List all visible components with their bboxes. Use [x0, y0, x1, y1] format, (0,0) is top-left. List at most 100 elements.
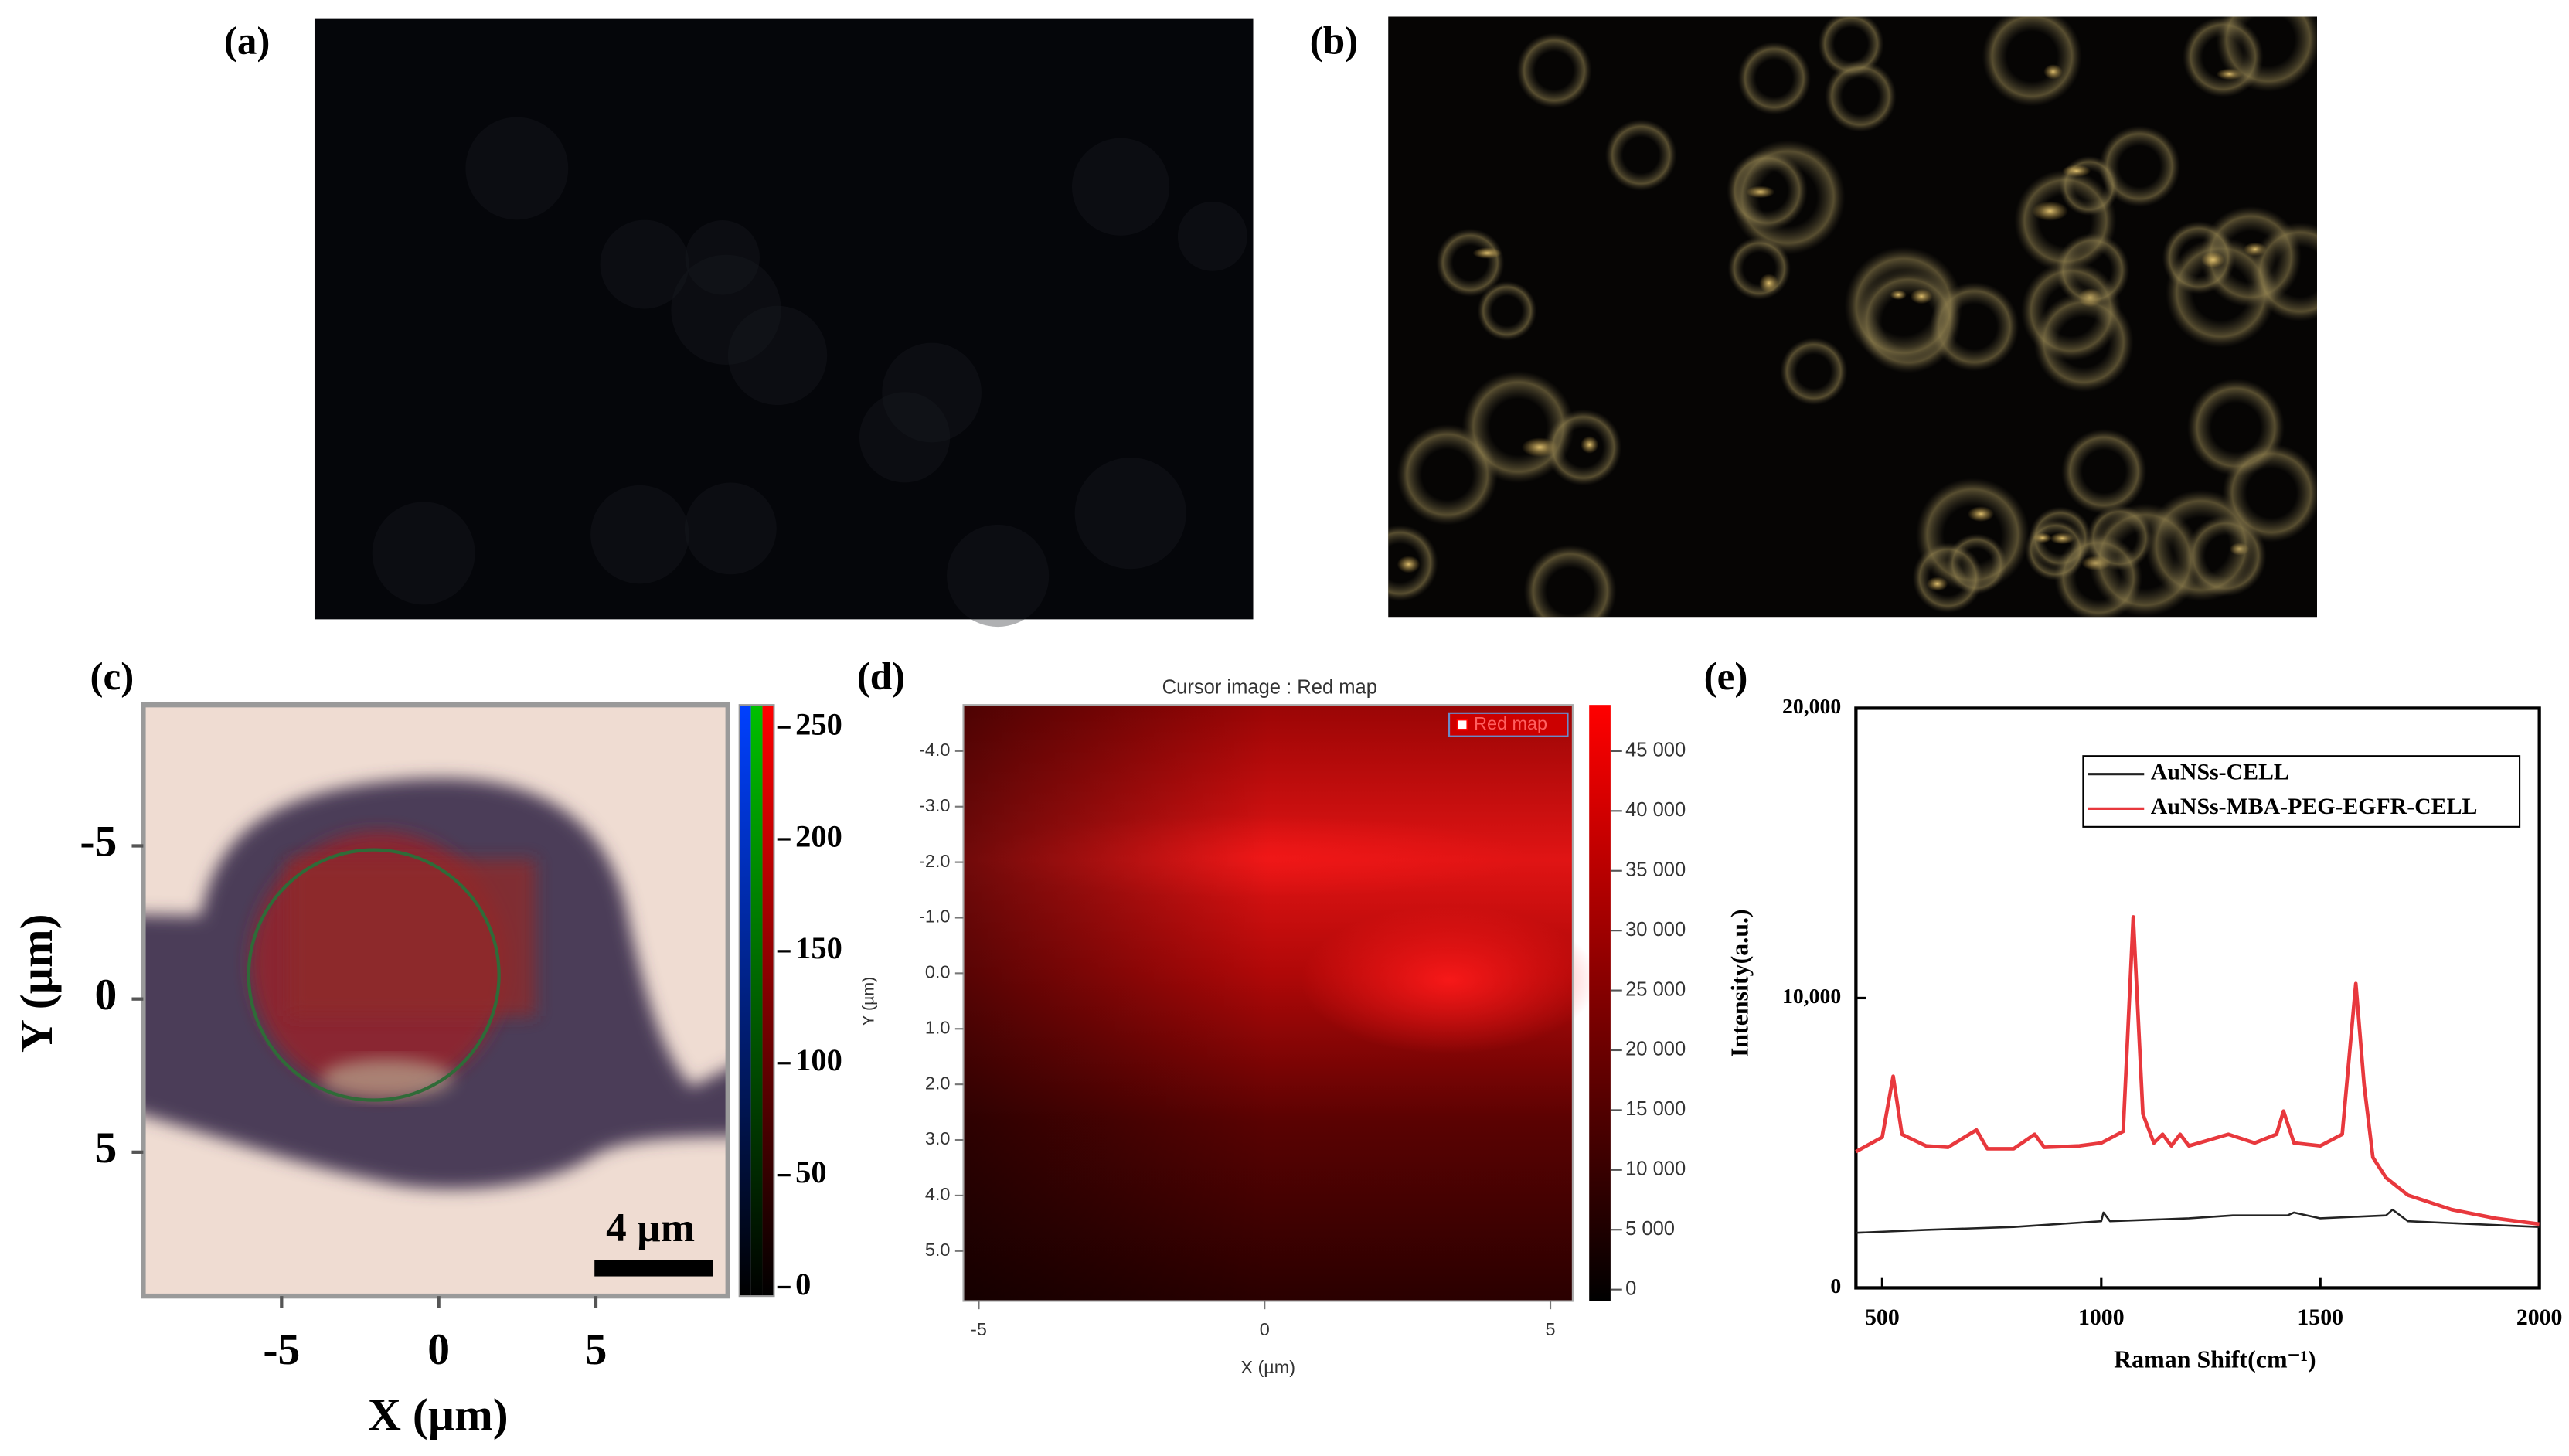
- cell: [2162, 221, 2236, 294]
- plot-frame: [962, 704, 1574, 1302]
- y-axis-label: Y (µm): [11, 913, 62, 1053]
- scale-bar-label: 4 µm: [606, 1205, 695, 1250]
- x-tick-label: 0: [427, 1325, 450, 1374]
- x-tick-label: -5: [971, 1319, 987, 1339]
- series-line: [1855, 915, 2540, 1226]
- faint-cell: [600, 219, 689, 309]
- cell: [2216, 16, 2317, 92]
- cell: [2222, 444, 2317, 543]
- cell: [1604, 119, 1677, 192]
- cell: [2250, 222, 2317, 322]
- x-tick-label: 1500: [2297, 1305, 2343, 1330]
- y-tick-label: -5: [80, 818, 117, 866]
- bright-spot: [1890, 290, 1907, 300]
- cell: [1516, 32, 1592, 109]
- cell: [1737, 41, 1812, 115]
- faint-cell: [590, 485, 689, 584]
- faint-cell: [1177, 201, 1247, 271]
- cell: [1780, 338, 1848, 406]
- y-tick-label: 1.0: [925, 1017, 951, 1037]
- y-tick-label: 10,000: [1782, 984, 1841, 1008]
- y-tick-label: 0: [95, 971, 117, 1019]
- optical-image: [143, 705, 728, 1297]
- colorbar-tick-label: 200: [795, 818, 842, 853]
- colorbar-green: [750, 705, 763, 1297]
- colorbar-tick-label: 40 000: [1625, 799, 1686, 821]
- highlight: [321, 1059, 453, 1099]
- colorbar-blue: [739, 705, 751, 1297]
- y-tick-label: -4.0: [919, 740, 950, 760]
- cell: [1982, 16, 2082, 107]
- cell: [1912, 542, 1983, 614]
- panel-label: (a): [224, 19, 271, 63]
- dark-field-image-a: [314, 18, 1254, 620]
- cell: [2088, 503, 2202, 617]
- panel-label: (d): [857, 655, 905, 699]
- colorbar-tick-label: 50: [795, 1155, 826, 1189]
- legend-label: AuNSs-MBA-PEG-EGFR-CELL: [2151, 794, 2478, 819]
- cell: [1727, 236, 1791, 300]
- selection-circle: [247, 848, 501, 1102]
- bright-spot: [1926, 577, 1948, 591]
- colorbar-d: [1589, 705, 1611, 1301]
- legend-label: AuNSs-CELL: [2151, 760, 2289, 785]
- x-tick-label: 1000: [2078, 1305, 2125, 1330]
- bright-spot: [2032, 201, 2068, 221]
- colorbar-tick-label: 35 000: [1625, 859, 1686, 881]
- y-tick-label: 0.0: [925, 962, 951, 982]
- faint-cell: [947, 524, 1050, 628]
- colorbar-tick-label: 25 000: [1625, 978, 1686, 1000]
- colorbar-frame: [738, 704, 775, 1298]
- cell: [1477, 281, 1537, 341]
- colorbar-tick-label: 250: [795, 706, 842, 741]
- y-axis-label: Intensity(a.u.): [1727, 909, 1754, 1057]
- y-tick-label: 3.0: [925, 1128, 951, 1148]
- colorbar-c: [738, 704, 775, 1298]
- faint-cell: [372, 502, 475, 605]
- bright-spot: [1759, 274, 1779, 293]
- y-tick-label: 0: [1830, 1274, 1841, 1298]
- cell: [2061, 428, 2147, 515]
- cell: [1523, 544, 1617, 618]
- colorbar-tick-label: 0: [795, 1267, 811, 1301]
- red-map: [962, 704, 1598, 1302]
- y-tick-label: -3.0: [919, 795, 950, 815]
- faint-cell: [727, 305, 828, 406]
- x-axis-label: Raman Shift(cm⁻¹): [2114, 1346, 2316, 1373]
- x-tick-label: 0: [1260, 1319, 1270, 1339]
- cell: [1844, 247, 1963, 366]
- bright-spot: [1581, 436, 1599, 454]
- colorbar-tick-label: 10 000: [1625, 1158, 1686, 1180]
- colorbar-tick-label: 5 000: [1625, 1218, 1675, 1240]
- x-axis-label: X (µm): [1240, 1357, 1295, 1377]
- x-tick-label: 5: [585, 1325, 607, 1374]
- bright-spot: [1746, 185, 1775, 199]
- bright-spot: [2043, 64, 2063, 80]
- faint-cell: [465, 117, 569, 220]
- x-tick-label: 2000: [2516, 1305, 2563, 1330]
- colorbar-tick-label: 15 000: [1625, 1098, 1686, 1120]
- cell: [1436, 228, 1505, 298]
- scale-bar: [594, 1260, 713, 1277]
- y-tick-label: 2.0: [925, 1073, 951, 1093]
- colorbar-red: [762, 705, 774, 1297]
- bright-spot: [1397, 556, 1421, 573]
- x-tick-label: -5: [263, 1325, 300, 1374]
- y-tick-label: 5: [95, 1124, 117, 1172]
- legend-box: [2082, 755, 2521, 828]
- faint-cell: [685, 220, 760, 295]
- cell: [2098, 125, 2181, 207]
- cell: [2024, 519, 2087, 581]
- panel-label: (c): [90, 655, 134, 699]
- cell-spots: [1388, 16, 2317, 618]
- faint-cell: [671, 254, 781, 366]
- heatmap-shade: [963, 705, 1573, 1301]
- y-tick-label: 20,000: [1782, 694, 1841, 718]
- x-tick-label: 500: [1865, 1305, 1900, 1330]
- panel-label: (e): [1704, 655, 1748, 699]
- x-tick-label: 5: [1546, 1319, 1556, 1339]
- faint-cell: [859, 392, 951, 483]
- colorbar-tick-label: 45 000: [1625, 740, 1686, 761]
